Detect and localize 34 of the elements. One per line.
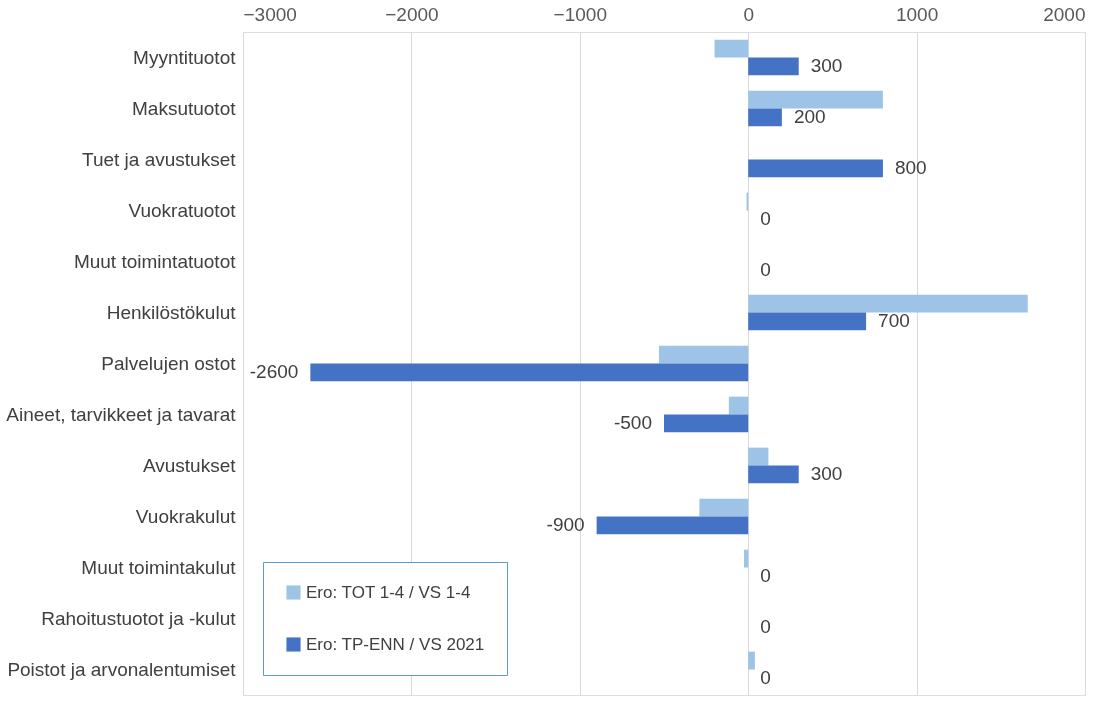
y-tick-label: Myyntituotot: [133, 46, 237, 68]
x-tick-label: 2000: [1043, 3, 1086, 25]
y-tick-label: Tuet ja avustukset: [82, 148, 237, 170]
data-label: 0: [760, 259, 771, 281]
y-tick-label: Rahoitustuotot ja -kulut: [41, 607, 237, 629]
y-tick-label: Henkilöstökulut: [106, 301, 237, 323]
legend-label: Ero: TP-ENN / VS 2021: [306, 634, 485, 654]
data-label: 800: [894, 157, 927, 179]
data-label: 0: [760, 565, 771, 587]
data-label: 700: [878, 310, 910, 332]
y-tick-label: Muut toimintakulut: [81, 556, 237, 578]
x-tick-label: −1000: [553, 3, 607, 25]
x-tick-label: 0: [743, 3, 754, 25]
y-tick-label: Vuokrakulut: [135, 505, 237, 527]
y-tick-label: Avustukset: [142, 454, 237, 476]
x-tick-label: −3000: [243, 3, 297, 25]
x-tick-label: 1000: [895, 3, 939, 25]
y-tick-label: Maksutuotot: [132, 97, 237, 119]
legend-label: Ero: TOT 1-4 / VS 1-4: [306, 582, 471, 602]
x-tick-label: −2000: [385, 3, 439, 25]
data-label: 0: [760, 616, 771, 638]
data-label: 0: [760, 208, 771, 230]
data-label: 0: [760, 667, 771, 689]
data-label: 300: [810, 463, 843, 485]
data-label: -2600: [249, 361, 299, 383]
y-tick-label: Poistot ja arvonalentumiset: [7, 658, 237, 680]
y-tick-label: Muut toimintatuotot: [73, 250, 237, 272]
data-label: -900: [546, 514, 585, 536]
y-tick-label: Aineet, tarvikkeet ja tavarat: [6, 403, 237, 425]
data-label: -500: [613, 412, 652, 434]
data-label: 300: [810, 55, 843, 77]
data-label: 200: [793, 106, 826, 128]
y-tick-label: Vuokratuotot: [128, 199, 237, 221]
y-tick-label: Palvelujen ostot: [101, 352, 237, 374]
